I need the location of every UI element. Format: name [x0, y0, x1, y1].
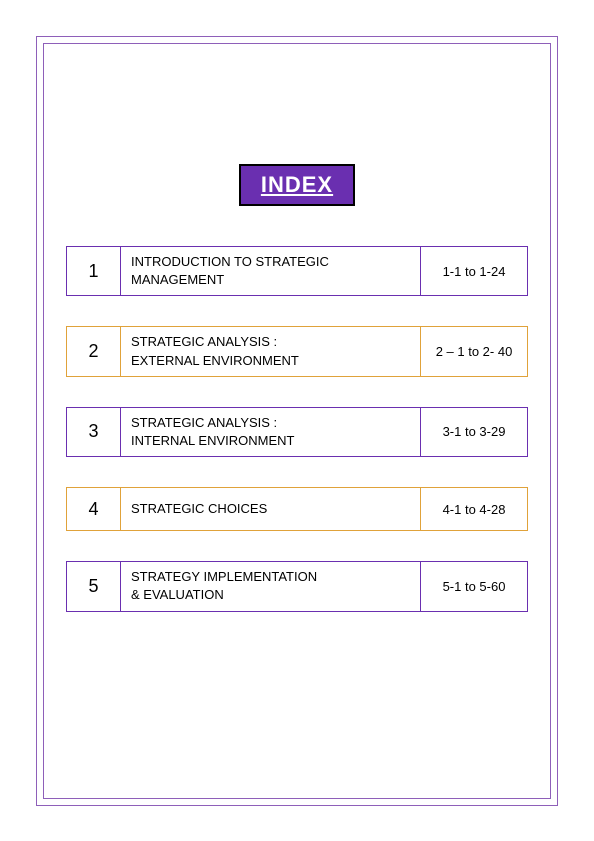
index-rows: 1INTRODUCTION TO STRATEGIC MANAGEMENT1-1…	[44, 246, 550, 612]
row-pages: 5-1 to 5-60	[421, 562, 527, 610]
row-pages: 4-1 to 4-28	[421, 488, 527, 530]
table-row: 4STRATEGIC CHOICES4-1 to 4-28	[66, 487, 528, 531]
row-title: STRATEGIC CHOICES	[121, 488, 421, 530]
table-row: 5STRATEGY IMPLEMENTATION & EVALUATION5-1…	[66, 561, 528, 611]
row-title: STRATEGIC ANALYSIS : EXTERNAL ENVIRONMEN…	[121, 327, 421, 375]
row-pages: 1-1 to 1-24	[421, 247, 527, 295]
row-pages: 2 – 1 to 2- 40	[421, 327, 527, 375]
table-row: 1INTRODUCTION TO STRATEGIC MANAGEMENT1-1…	[66, 246, 528, 296]
table-row: 3STRATEGIC ANALYSIS : INTERNAL ENVIRONME…	[66, 407, 528, 457]
index-badge: INDEX	[239, 164, 355, 206]
row-number: 2	[67, 327, 121, 375]
row-number: 1	[67, 247, 121, 295]
table-row: 2STRATEGIC ANALYSIS : EXTERNAL ENVIRONME…	[66, 326, 528, 376]
row-title: INTRODUCTION TO STRATEGIC MANAGEMENT	[121, 247, 421, 295]
row-number: 3	[67, 408, 121, 456]
row-number: 4	[67, 488, 121, 530]
page-inner-border: INDEX 1INTRODUCTION TO STRATEGIC MANAGEM…	[43, 43, 551, 799]
row-title: STRATEGIC ANALYSIS : INTERNAL ENVIRONMEN…	[121, 408, 421, 456]
index-badge-label: INDEX	[261, 172, 333, 198]
row-pages: 3-1 to 3-29	[421, 408, 527, 456]
row-title: STRATEGY IMPLEMENTATION & EVALUATION	[121, 562, 421, 610]
row-number: 5	[67, 562, 121, 610]
